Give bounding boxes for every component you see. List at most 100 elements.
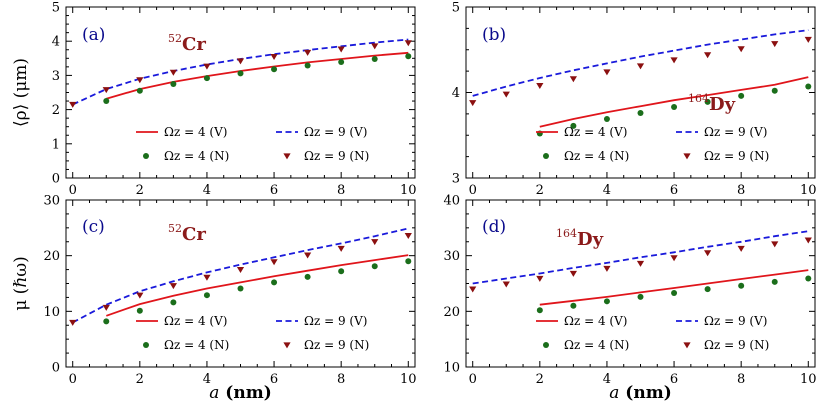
point-omega9-N <box>603 69 611 76</box>
point-omega4-N <box>738 92 745 99</box>
point-omega9-N <box>337 245 345 252</box>
y-tick-label: 0 <box>52 172 60 187</box>
point-omega4-N <box>203 292 210 299</box>
y-tick-label: 40 <box>443 194 460 209</box>
legend-omega9-N-label: Ωz = 9 (N) <box>304 149 369 163</box>
series-omega4-V-line <box>106 51 409 100</box>
y-tick-label: 4 <box>452 86 460 101</box>
x-tick-label: 6 <box>270 372 278 387</box>
x-tick-label: 8 <box>737 372 745 387</box>
point-omega4-N <box>338 268 345 275</box>
legend-omega9-V-label: Ωz = 9 (V) <box>704 125 767 139</box>
series-omega4-V-line <box>106 254 409 317</box>
point-omega9-N <box>502 91 510 98</box>
point-omega4-N <box>536 307 543 314</box>
x-tick-label: 2 <box>136 183 144 198</box>
point-omega4-N <box>637 293 644 300</box>
point-omega9-N <box>737 46 745 53</box>
x-tick-label: 0 <box>69 372 77 387</box>
legend-omega4-N-swatch <box>543 153 549 159</box>
point-omega9-N <box>670 57 678 64</box>
point-omega4-N <box>704 286 711 293</box>
isotope-symbol: Dy <box>709 94 736 115</box>
panel-label: (b) <box>482 25 506 45</box>
legend-omega4-V-label: Ωz = 4 (V) <box>564 314 627 328</box>
y-tick-label: 2 <box>52 103 60 118</box>
series-omega4-V-line <box>539 76 809 128</box>
point-omega4-N <box>405 258 412 265</box>
point-omega4-N <box>203 75 210 82</box>
x-tick-label: 4 <box>603 183 611 198</box>
x-tick-label: 6 <box>270 183 278 198</box>
legend-omega9-N-swatch <box>683 153 691 160</box>
legend-omega4-N-label: Ωz = 4 (N) <box>564 338 629 352</box>
x-tick-label: 4 <box>603 372 611 387</box>
series-omega9-V-line <box>72 227 409 324</box>
point-omega4-N <box>771 87 778 94</box>
point-omega9-N <box>371 43 379 50</box>
point-omega9-N <box>771 241 779 248</box>
legend-omega4-N-swatch <box>543 342 549 348</box>
x-axis-unit: (nm) <box>219 383 271 403</box>
point-omega9-N <box>536 83 544 90</box>
isotope-symbol: Cr <box>182 34 206 55</box>
point-omega4-N <box>237 70 244 77</box>
point-omega4-N <box>603 116 610 123</box>
point-omega9-N <box>203 63 211 70</box>
point-omega9-N <box>102 304 110 311</box>
y-tick-label: 1 <box>52 137 60 152</box>
legend-omega9-V-label: Ωz = 9 (V) <box>304 125 367 139</box>
panel-label: (c) <box>82 217 105 237</box>
isotope-mass: 164 <box>556 227 577 240</box>
legend: Ωz = 4 (V) Ωz = 9 (V) Ωz = 4 (N) Ωz = 9 (N) <box>536 125 769 163</box>
x-tick-label: 2 <box>136 372 144 387</box>
point-omega9-N <box>404 40 412 47</box>
legend: Ωz = 4 (V) Ωz = 9 (V) Ωz = 4 (N) Ωz = 9 (N) <box>536 314 769 352</box>
y-axis-label: μ (ℏω) <box>11 256 31 311</box>
legend: Ωz = 4 (V) Ωz = 9 (V) Ωz = 4 (N) Ωz = 9 (N) <box>136 125 369 163</box>
point-omega9-N <box>270 53 278 60</box>
legend-omega9-N-swatch <box>283 153 291 160</box>
point-omega9-N <box>304 49 312 56</box>
point-omega9-N <box>569 76 577 83</box>
x-axis-var: a <box>209 383 219 403</box>
legend: Ωz = 4 (V) Ωz = 9 (V) Ωz = 4 (N) Ωz = 9 (N) <box>136 314 369 352</box>
point-omega9-N <box>771 41 779 48</box>
y-tick-label: 10 <box>43 305 60 320</box>
x-tick-label: 10 <box>800 183 817 198</box>
x-tick-label: 10 <box>400 372 417 387</box>
point-omega9-N <box>636 260 645 267</box>
x-tick-label: 6 <box>670 183 678 198</box>
x-tick-label: 4 <box>203 183 211 198</box>
x-tick-label: 0 <box>69 183 77 198</box>
x-tick-label: 4 <box>203 372 211 387</box>
point-omega4-N <box>304 62 311 69</box>
legend-omega9-N-swatch <box>283 342 291 349</box>
x-tick-label: 6 <box>670 372 678 387</box>
point-omega9-N <box>270 259 278 266</box>
point-omega9-N <box>536 275 544 282</box>
x-tick-label: 8 <box>337 183 345 198</box>
point-omega4-N <box>237 285 244 292</box>
point-omega9-N <box>236 58 245 65</box>
legend-omega4-N-swatch <box>143 153 149 159</box>
point-omega4-N <box>170 299 177 306</box>
point-omega4-N <box>805 83 812 90</box>
point-omega4-N <box>136 87 143 94</box>
point-omega9-N <box>337 46 345 53</box>
isotope-label: 164Dy <box>688 92 736 115</box>
point-omega4-N <box>704 98 711 105</box>
point-omega4-N <box>405 53 412 60</box>
point-omega9-N <box>804 36 812 43</box>
isotope-symbol: Dy <box>577 229 604 250</box>
x-tick-label: 10 <box>800 372 817 387</box>
point-omega9-N <box>469 286 477 293</box>
panel-frame <box>65 199 416 368</box>
panel-frame <box>465 6 816 179</box>
point-omega9-N <box>737 245 745 252</box>
legend-omega4-V-label: Ωz = 4 (V) <box>164 125 227 139</box>
point-omega4-N <box>371 55 378 62</box>
y-tick-label: 5 <box>52 1 60 16</box>
